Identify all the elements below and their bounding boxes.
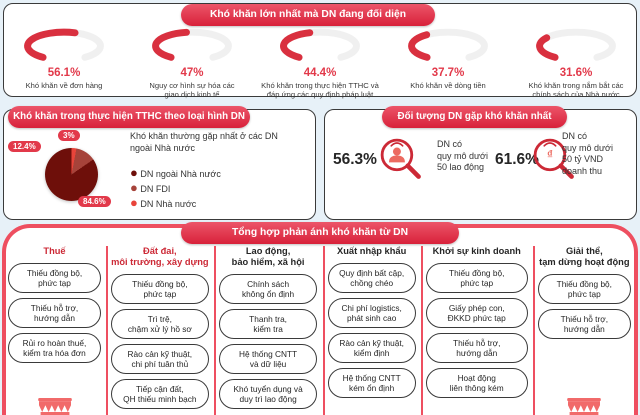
svg-text:₫: ₫ [547,149,553,161]
